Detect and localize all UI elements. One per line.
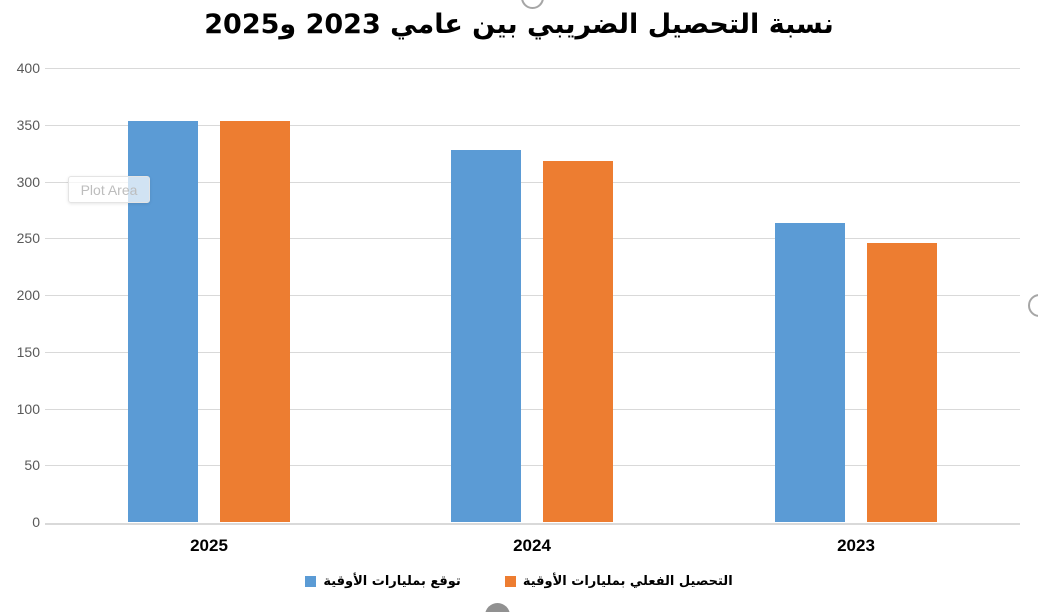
bar-forecast-2024[interactable] bbox=[451, 149, 521, 522]
gridline-y-350 bbox=[45, 124, 1020, 126]
legend-label-actual: التحصيل الفعلي بمليارات الأوقية bbox=[522, 573, 733, 589]
plot-area-tooltip-label: Plot Area bbox=[80, 181, 138, 198]
legend-item-forecast[interactable]: توقع بمليارات الأوقية bbox=[305, 574, 461, 589]
gridline-y-200 bbox=[45, 295, 1020, 296]
category-label-2024: 2024 bbox=[513, 536, 551, 555]
bar-actual-2024[interactable] bbox=[543, 161, 613, 522]
gridline-y-50 bbox=[45, 465, 1020, 467]
chart-resize-handle-right[interactable] bbox=[1028, 294, 1038, 317]
chart-legend: توقع بمليارات الأوقية التحصيل الفعلي بمل… bbox=[0, 568, 1038, 594]
legend-item-actual[interactable]: التحصيل الفعلي بمليارات الأوقية bbox=[504, 573, 733, 589]
gridline-y-150 bbox=[45, 351, 1020, 353]
category-label-2023: 2023 bbox=[837, 536, 875, 555]
x-axis-line bbox=[45, 523, 1020, 525]
y-tick-label-350: 350 bbox=[16, 116, 40, 133]
y-tick-label-300: 300 bbox=[16, 173, 40, 190]
y-tick-label-400: 400 bbox=[16, 60, 40, 76]
y-tick-label-250: 250 bbox=[16, 230, 40, 247]
bar-forecast-2023[interactable] bbox=[775, 223, 845, 522]
gridline-y-250 bbox=[45, 238, 1020, 240]
chart-title[interactable]: نسبة التحصيل الضريبي بين عامي 2023 و2025 bbox=[204, 9, 834, 40]
plot-area-tooltip: Plot Area bbox=[68, 176, 150, 203]
category-label-2025: 2025 bbox=[190, 536, 228, 555]
legend-label-forecast: توقع بمليارات الأوقية bbox=[323, 573, 461, 589]
bar-actual-2025[interactable] bbox=[220, 121, 290, 522]
gridline-y-400 bbox=[45, 68, 1020, 69]
gridline-y-300 bbox=[45, 181, 1020, 183]
actual-series-swatch-icon bbox=[504, 575, 516, 587]
bar-actual-2023[interactable] bbox=[867, 242, 937, 522]
gridline-y-100 bbox=[45, 408, 1020, 410]
forecast-series-swatch-icon bbox=[305, 575, 317, 587]
y-tick-label-50: 50 bbox=[24, 457, 40, 474]
y-tick-label-0: 0 bbox=[32, 514, 40, 530]
y-tick-label-200: 200 bbox=[16, 287, 40, 303]
y-tick-label-100: 100 bbox=[16, 400, 40, 417]
y-tick-label-150: 150 bbox=[16, 343, 40, 360]
chart-resize-handle-bottom[interactable] bbox=[485, 603, 510, 612]
